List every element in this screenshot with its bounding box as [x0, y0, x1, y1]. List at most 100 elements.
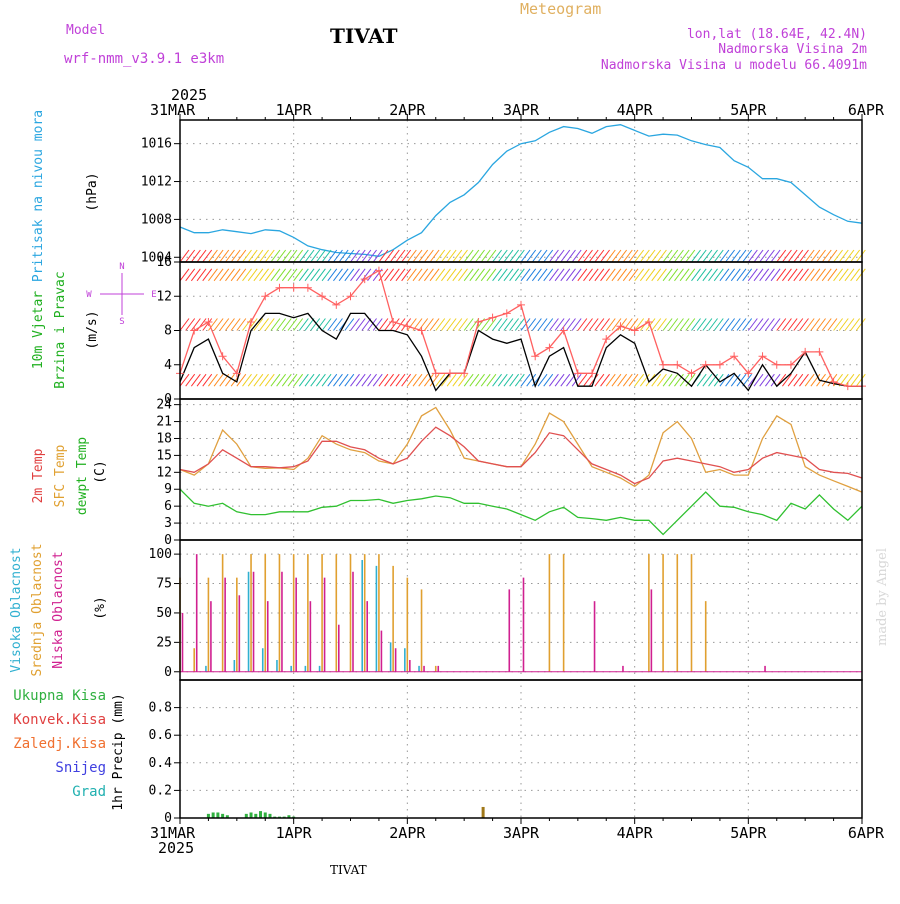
year-bottom: 2025 [158, 839, 194, 857]
wind-barb [850, 373, 861, 387]
wind-barb [566, 268, 576, 282]
wind-barb [242, 249, 252, 263]
wind-barb [333, 249, 343, 263]
wind-barb [350, 318, 360, 331]
wind-barb [594, 318, 605, 331]
wind-barb [571, 249, 582, 263]
wind-gust-marker [644, 317, 653, 326]
wind-barb [770, 268, 781, 282]
wind-barb [287, 249, 298, 263]
wind-barb [452, 318, 463, 331]
wind-tick-label: 4 [164, 358, 172, 373]
wind-gust-marker [474, 317, 483, 326]
wind-barb [827, 268, 838, 282]
wind-barb [855, 373, 866, 387]
wind-tick-label: 16 [156, 255, 172, 270]
pressure-tick-label: 1016 [141, 137, 172, 152]
wind-barb [452, 373, 463, 387]
wind-barb [674, 249, 684, 263]
wind-barb [730, 318, 741, 331]
model-name: wrf-nmm_v3.9.1 e3km [64, 51, 224, 67]
wind-barb [833, 249, 843, 263]
wind-barb [645, 318, 656, 331]
wind-barb [435, 373, 446, 387]
precip-bar [259, 811, 263, 818]
wind-barb [463, 373, 474, 387]
wind-barb [327, 318, 338, 331]
dewpoint-temp-line [179, 488, 863, 536]
wind-barb [452, 249, 463, 263]
wind-barb [549, 373, 559, 387]
wind-gust-marker [673, 360, 682, 369]
precip-unit: 1hr Precip (mm) [111, 693, 126, 810]
precip-bar [211, 812, 215, 818]
wind-barb [242, 268, 252, 282]
wind-barb [293, 249, 304, 263]
wind-barb [537, 373, 548, 387]
wind-barb [264, 373, 275, 387]
wind-barb [315, 268, 326, 282]
wind-barb [753, 268, 764, 282]
wind-barb [691, 268, 701, 282]
wind-barb [799, 268, 809, 282]
wind-barb [310, 249, 321, 263]
wind-barb [310, 318, 321, 331]
wind-barb [281, 373, 292, 387]
wind-barb [446, 318, 457, 331]
wind-barb [463, 268, 474, 282]
wind-gust-marker [772, 360, 781, 369]
wind-barb [611, 249, 622, 263]
wind-barb [617, 268, 628, 282]
wind-barb [446, 249, 457, 263]
wind-barb [406, 373, 417, 387]
wind-barb [696, 373, 707, 387]
wind-barb [571, 373, 582, 387]
wind-speed-line [179, 312, 862, 392]
wind-barb [804, 373, 815, 387]
wind-barb [674, 268, 684, 282]
wind-barb [759, 249, 770, 263]
wind-barb [412, 249, 423, 263]
wind-barb [384, 373, 395, 387]
wind-barb [418, 268, 429, 282]
wind-barb [281, 318, 292, 331]
wind-barb [423, 373, 434, 387]
wind-barb [747, 318, 758, 331]
wind-barb [634, 318, 645, 331]
time-tick-top: 31MAR [150, 101, 196, 119]
wind-barb [662, 318, 673, 331]
wind-compass: N E S W [86, 262, 156, 327]
wind-barb [503, 373, 514, 387]
wind-barb [310, 373, 321, 387]
wind-barb [594, 268, 605, 282]
wind-barb [520, 373, 531, 387]
pressure-tick-label: 1004 [141, 250, 172, 265]
wind-barb [639, 268, 650, 282]
wind-barb [441, 373, 451, 387]
wind-barb [628, 373, 639, 387]
wind-barb [304, 268, 315, 282]
wind-barb [850, 318, 861, 331]
wind-barb [753, 318, 764, 331]
wind-barb [213, 373, 224, 387]
wind-tick-label: 8 [164, 324, 172, 339]
wind-barb [691, 318, 701, 331]
time-tick-top: 2APR [389, 101, 426, 119]
wind-barb [725, 318, 735, 331]
model-label: Model [66, 23, 105, 38]
wind-barb [821, 268, 832, 282]
wind-barb [702, 373, 713, 387]
temp-tick-label: 24 [156, 398, 172, 413]
wind-barb [503, 249, 514, 263]
wind-gust-marker [659, 360, 668, 369]
wind-barb [298, 268, 309, 282]
wind-barb [799, 373, 809, 387]
wind-barb [338, 373, 349, 387]
precip-tick-label: 0.6 [149, 728, 172, 743]
wind-label-2: Brzina i Pravac [53, 271, 68, 388]
wind-gust-marker [247, 317, 256, 326]
cloud-tick-label: 0 [164, 665, 172, 680]
wind-barb [361, 249, 372, 263]
wind-barb [537, 268, 548, 282]
wind-barb [588, 249, 599, 263]
